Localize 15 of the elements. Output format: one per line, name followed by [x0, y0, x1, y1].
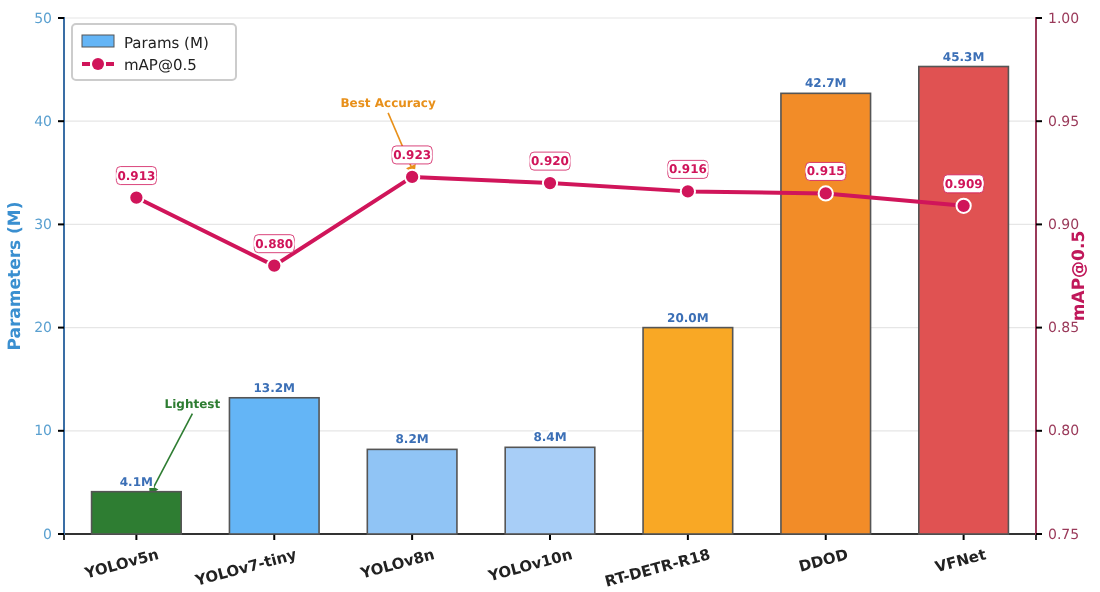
bar	[780, 92, 872, 535]
y-axis-title: Parameters (M)	[6, 201, 26, 351]
bar	[366, 448, 458, 535]
bar	[228, 396, 320, 535]
y2-axis-title: mAP@0.5	[1070, 230, 1090, 322]
bar	[504, 446, 596, 535]
point	[817, 185, 834, 202]
point	[955, 197, 972, 214]
point	[541, 175, 559, 192]
bar	[90, 490, 182, 535]
bar	[918, 65, 1010, 535]
point	[679, 183, 697, 200]
point	[128, 189, 145, 206]
bar	[642, 326, 734, 535]
point	[266, 257, 283, 274]
